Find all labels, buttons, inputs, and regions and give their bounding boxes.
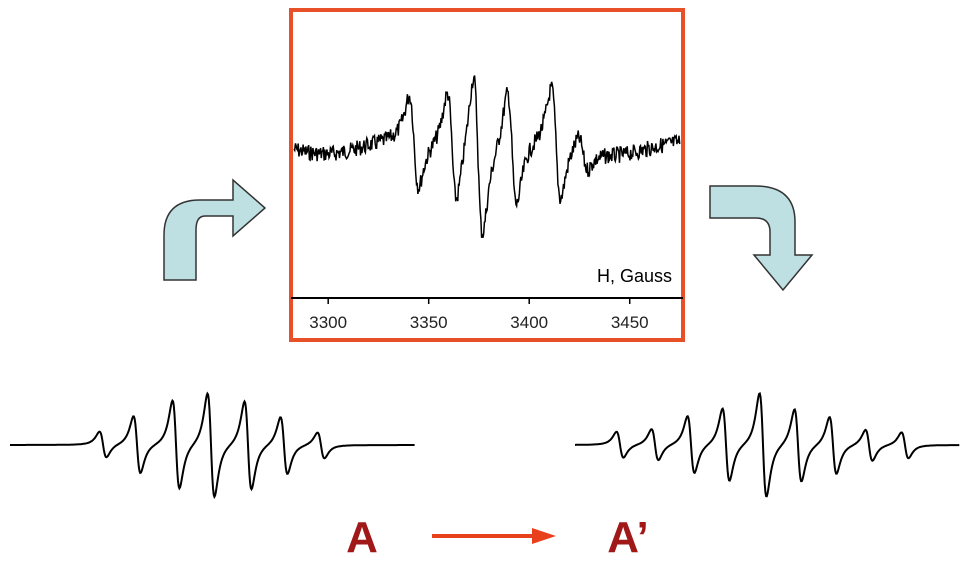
- reaction-arrow-head: [532, 528, 556, 544]
- simulated-spectrum-a-prime: [575, 391, 960, 498]
- x-ticks: 3300 3350 3400 3450: [309, 298, 649, 332]
- label-a: A: [346, 513, 378, 562]
- curved-arrow: [709, 185, 814, 292]
- label-a-prime: A’: [607, 513, 649, 562]
- x-tick-label: 3300: [309, 313, 347, 332]
- x-tick-label: 3350: [410, 313, 448, 332]
- axis-label: H, Gauss: [597, 266, 672, 286]
- x-tick-label: 3450: [611, 313, 649, 332]
- curved-arrow: [163, 178, 267, 281]
- spectrum-frame: [289, 8, 685, 342]
- x-tick-label: 3400: [510, 313, 548, 332]
- experimental-spectrum: [293, 75, 681, 239]
- simulated-spectrum-a: [10, 391, 415, 500]
